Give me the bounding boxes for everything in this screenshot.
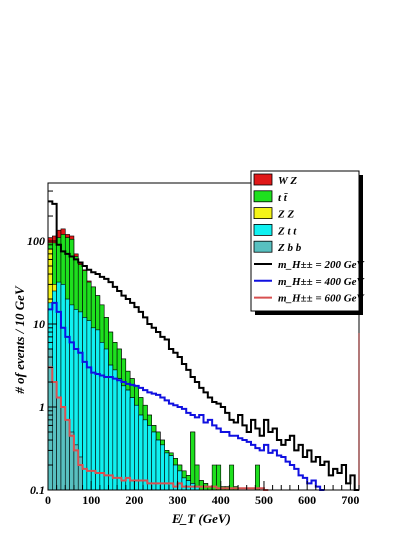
x-tick-label: 500	[255, 493, 273, 507]
x-tick-label: 300	[169, 493, 187, 507]
x-tick-label: 600	[298, 493, 316, 507]
legend-label: m_H±± = 600 GeV	[278, 293, 366, 305]
axes: 0 100 200 300 400 500 600 700 0.1 1 10 100	[27, 182, 360, 507]
x-tick-label: 0	[45, 493, 51, 507]
x-tick-label: 100	[82, 493, 100, 507]
y-tick-label: 0.1	[30, 483, 45, 497]
x-axis-title: E̸_T (GeV)	[171, 511, 231, 526]
stack-bin	[112, 369, 118, 491]
x-tick-label: 200	[125, 493, 143, 507]
legend-label: t t̄	[278, 192, 288, 204]
legend-label: Z Z	[277, 209, 294, 221]
stack-bin	[190, 431, 196, 491]
legend-label: Z b b	[277, 242, 302, 254]
stack-bin	[138, 414, 144, 491]
y-tick-label: 1	[39, 400, 45, 414]
legend-label: m_H±± = 200 GeV	[278, 259, 366, 271]
stack-bin	[229, 464, 235, 491]
y-tick-label: 100	[27, 234, 45, 248]
stack-bin	[185, 480, 191, 491]
plot-area	[47, 200, 359, 491]
y-axis-title: # of events / 10 GeV	[12, 285, 27, 395]
legend: W Z t t̄ Z Z Z t t Z b b m_H±± = 200 GeV m_H±±…	[250, 170, 366, 315]
legend-swatch	[253, 190, 273, 203]
legend-swatch	[253, 223, 273, 236]
stack-bin	[56, 397, 62, 491]
stack-bin	[129, 397, 135, 491]
stack-bin	[125, 389, 131, 491]
legend-label: m_H±± = 400 GeV	[278, 276, 366, 288]
x-tick-label: 700	[341, 493, 359, 507]
stack-bin	[151, 431, 157, 491]
stack-bin	[255, 464, 260, 491]
stack-bin	[86, 320, 92, 491]
legend-swatch	[253, 240, 273, 253]
y-tick-label: 10	[33, 317, 45, 331]
stack-bin	[90, 327, 96, 491]
legend-label: Z t t	[277, 225, 297, 237]
stack-bin	[164, 452, 170, 491]
legend-label: W Z	[278, 175, 297, 187]
stack-bin	[108, 364, 114, 491]
stack-bin	[142, 419, 148, 491]
legend-swatch	[253, 173, 273, 186]
legend-swatch	[253, 207, 273, 220]
stack-bin	[99, 342, 105, 491]
stack-bin	[198, 480, 204, 491]
x-tick-label: 400	[212, 493, 230, 507]
signal-line-1	[48, 301, 325, 491]
stack-bin	[103, 348, 109, 491]
stack-bin	[95, 329, 101, 491]
signal-line-0	[48, 200, 359, 491]
stack-bin	[116, 378, 122, 491]
stack-bin	[134, 404, 140, 491]
stack-bin	[121, 385, 127, 491]
